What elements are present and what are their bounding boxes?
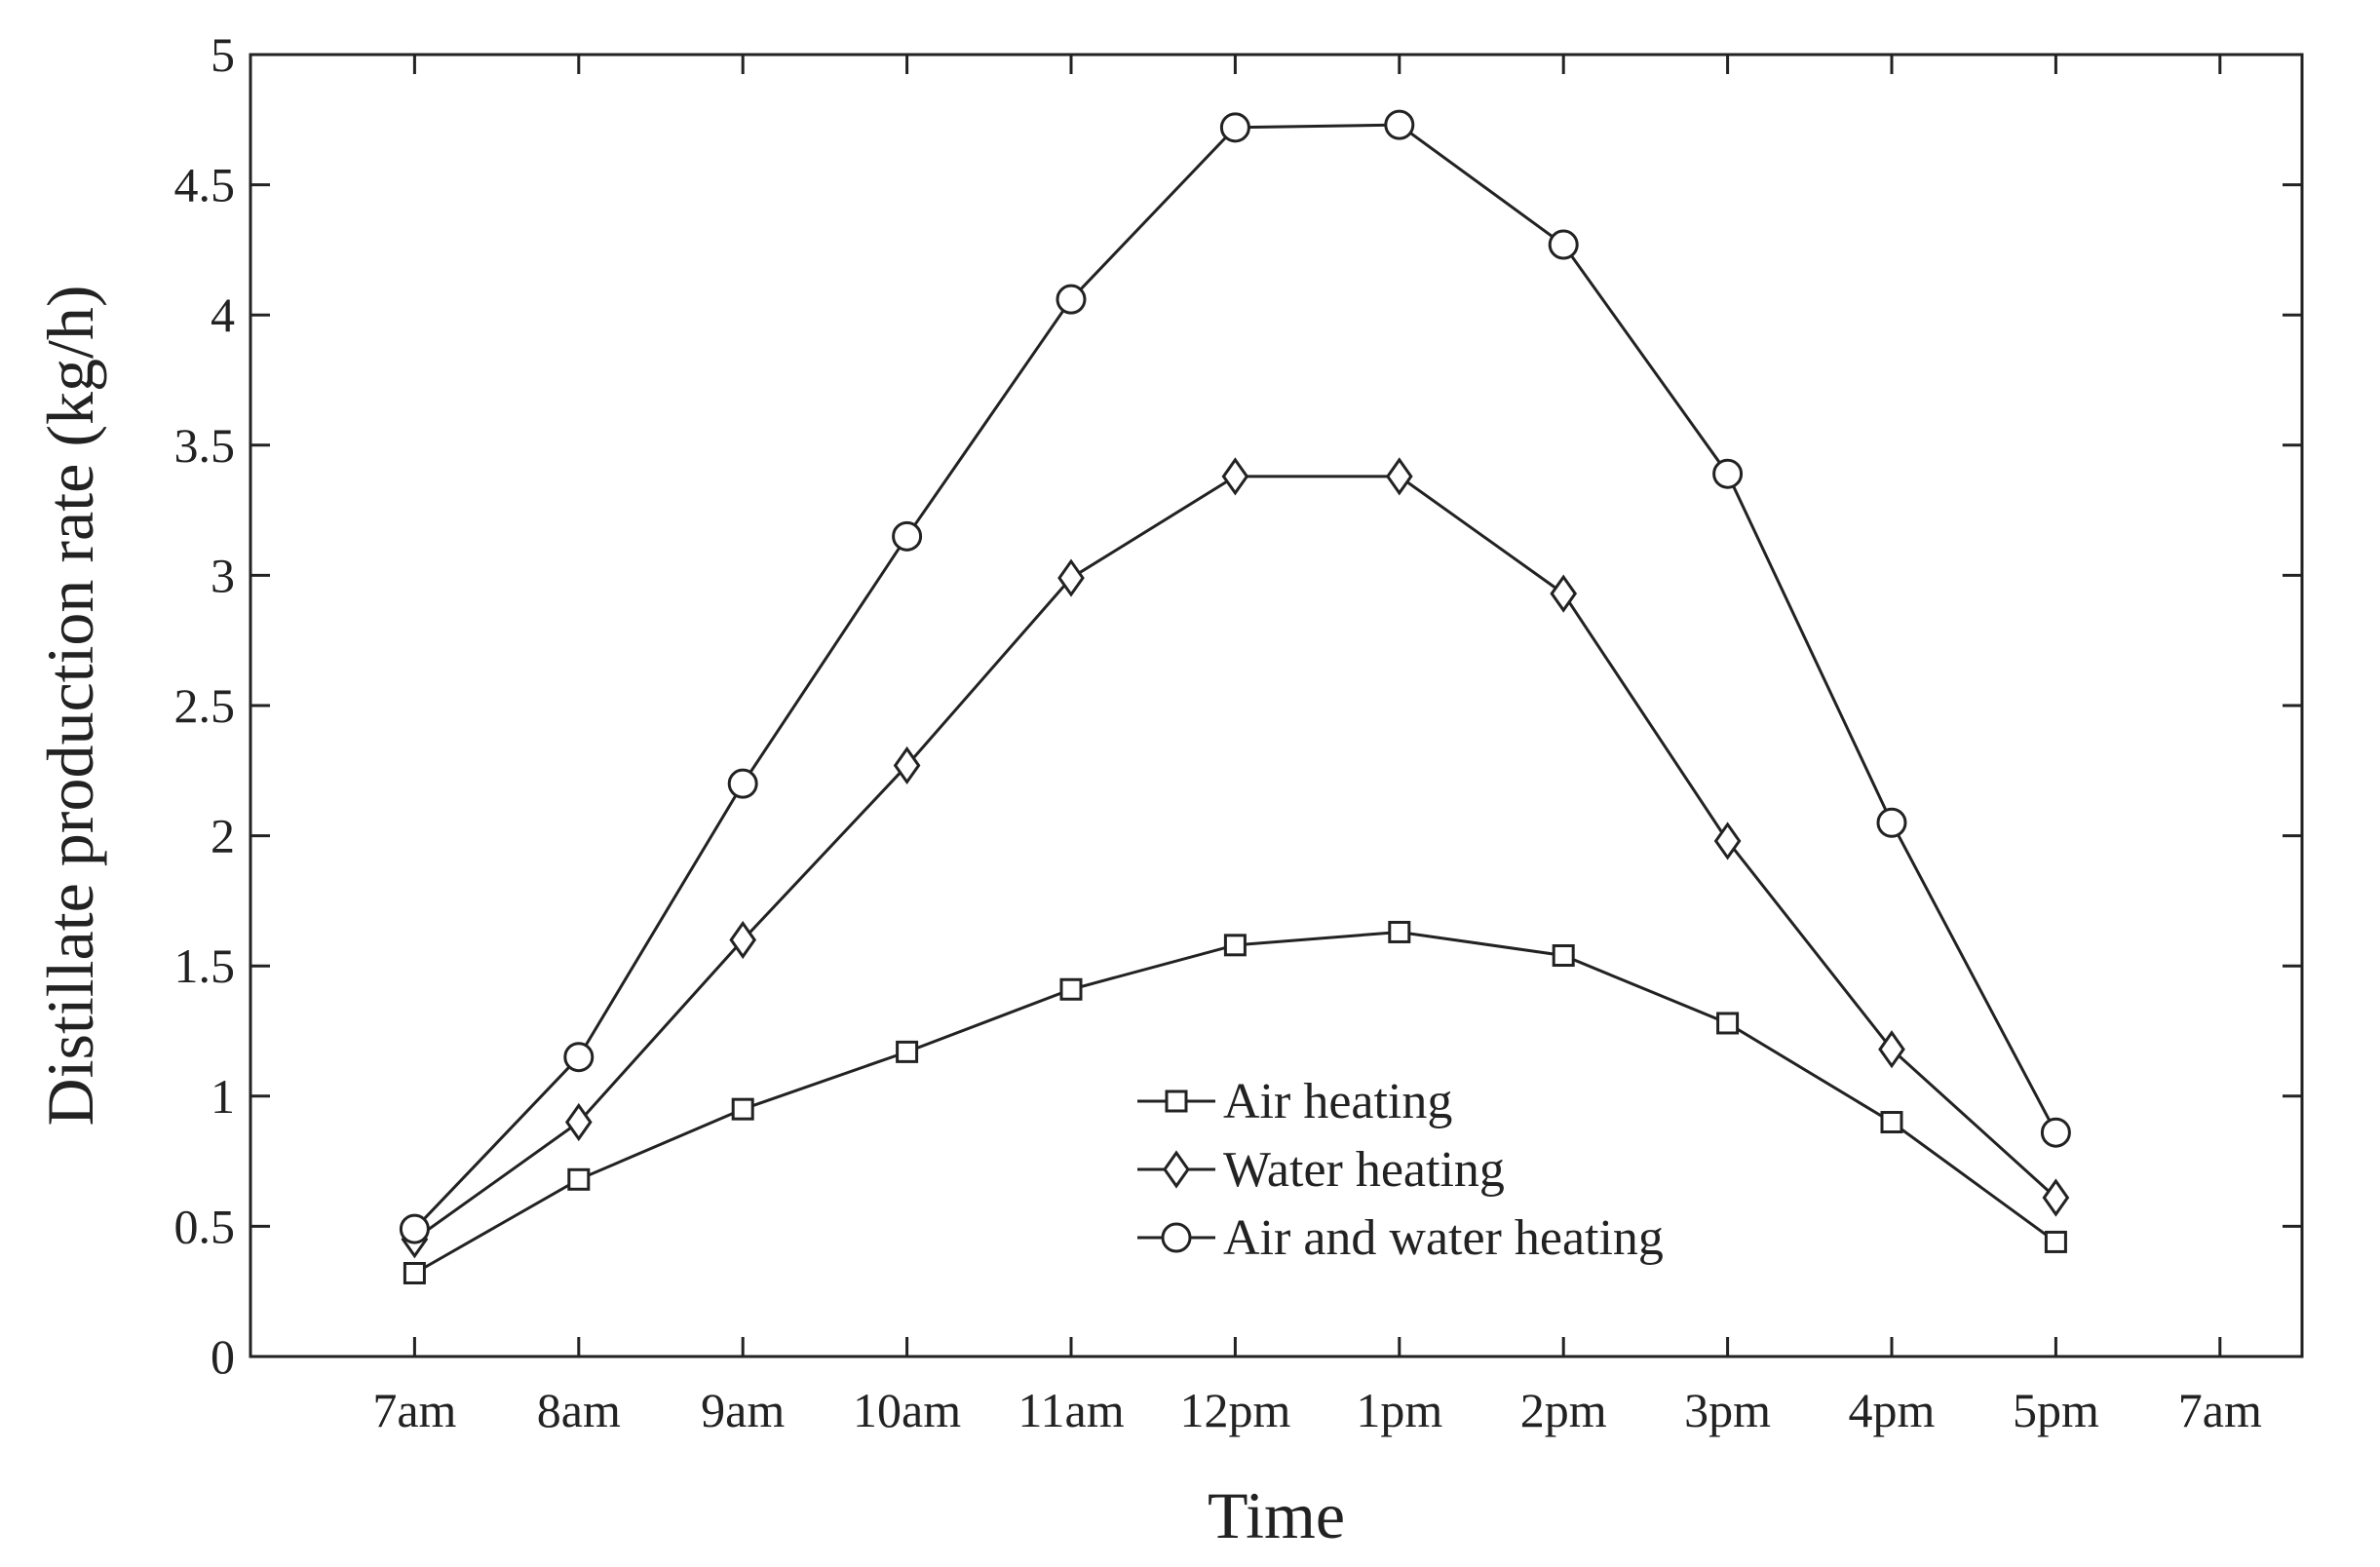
- legend-entry: Air heating: [1137, 1074, 1452, 1129]
- data-point: [1550, 574, 1578, 613]
- y-tick-label: 2.5: [174, 678, 236, 733]
- x-tick-label: 11am: [1017, 1383, 1124, 1437]
- legend-label: Air heating: [1223, 1074, 1452, 1129]
- data-point: [1056, 284, 1087, 315]
- legend-label: Water heating: [1223, 1142, 1505, 1198]
- legend-marker: [1163, 1150, 1190, 1189]
- x-tick-label: 12pm: [1179, 1383, 1290, 1437]
- data-point: [1880, 1111, 1903, 1134]
- data-point: [2044, 1230, 2067, 1253]
- y-tick-label: 3: [211, 548, 235, 602]
- legend-marker: [1165, 1089, 1188, 1113]
- series-line: [413, 123, 2057, 1231]
- legend: Air heating Water heating Air and water he…: [1137, 1074, 1664, 1266]
- data-point: [1712, 458, 1744, 489]
- data-point: [403, 1261, 426, 1284]
- data-point: [1057, 558, 1085, 597]
- ticks: 0 0.5 1 1.5 2 2.5 3 3.5 4 4.5 5 7am 8am 9am 10am 11am 12…: [174, 27, 2302, 1437]
- x-tick-label: 8am: [537, 1383, 621, 1437]
- data-point: [1548, 229, 1579, 260]
- data-point: [1552, 944, 1575, 968]
- data-point: [1713, 822, 1742, 860]
- y-tick-label: 1.5: [174, 938, 236, 993]
- y-tick-label: 1: [211, 1069, 235, 1124]
- y-tick-label: 2: [211, 809, 235, 863]
- data-point: [399, 1213, 430, 1244]
- data-point: [564, 1102, 593, 1142]
- data-point: [731, 1097, 754, 1121]
- data-point: [896, 1040, 919, 1063]
- legend-label: Air and water heating: [1223, 1210, 1664, 1266]
- data-point: [729, 920, 757, 960]
- y-tick-label: 5: [211, 27, 235, 82]
- x-tick-label: 2pm: [1520, 1383, 1607, 1437]
- data-point: [1221, 457, 1249, 496]
- y-tick-label: 4.5: [174, 158, 236, 212]
- data-point: [1878, 1030, 1905, 1069]
- x-tick-label: 1pm: [1356, 1383, 1442, 1437]
- y-axis-title: Distillate production rate (kg/h): [33, 286, 107, 1127]
- y-tick-label: 0: [211, 1329, 235, 1384]
- y-tick-label: 4: [211, 287, 235, 342]
- data-point: [1059, 977, 1083, 1001]
- y-tick-label: 3.5: [174, 418, 236, 473]
- data-point: [1223, 934, 1247, 957]
- x-tick-label: 4pm: [1849, 1383, 1936, 1437]
- data-point: [2040, 1117, 2071, 1148]
- x-tick-label: 9am: [701, 1383, 785, 1437]
- data-point: [567, 1167, 591, 1191]
- y-tick-label: 0.5: [174, 1199, 236, 1253]
- legend-entry: Water heating: [1137, 1142, 1505, 1198]
- legend-entry: Air and water heating: [1137, 1210, 1664, 1266]
- series-diamond: [401, 457, 2070, 1259]
- series-circle: [399, 109, 2071, 1244]
- x-tick-label: 7am: [2178, 1383, 2262, 1437]
- series-square: [403, 920, 2067, 1284]
- data-point: [1219, 112, 1250, 143]
- x-tick-label: 7am: [372, 1383, 456, 1437]
- x-axis-title: Time: [1208, 1478, 1345, 1552]
- data-point: [1388, 920, 1411, 943]
- series: [399, 109, 2071, 1284]
- data-point: [892, 520, 923, 552]
- data-point: [893, 745, 921, 785]
- data-point: [1384, 109, 1415, 140]
- data-point: [2042, 1178, 2070, 1217]
- x-tick-label: 10am: [853, 1383, 961, 1437]
- x-tick-label: 3pm: [1684, 1383, 1771, 1437]
- data-point: [1385, 457, 1413, 496]
- x-tick-label: 5pm: [2013, 1383, 2099, 1437]
- data-point: [1876, 807, 1907, 838]
- data-point: [727, 768, 758, 799]
- data-point: [563, 1042, 595, 1073]
- legend-marker: [1161, 1222, 1192, 1253]
- data-point: [1716, 1012, 1740, 1035]
